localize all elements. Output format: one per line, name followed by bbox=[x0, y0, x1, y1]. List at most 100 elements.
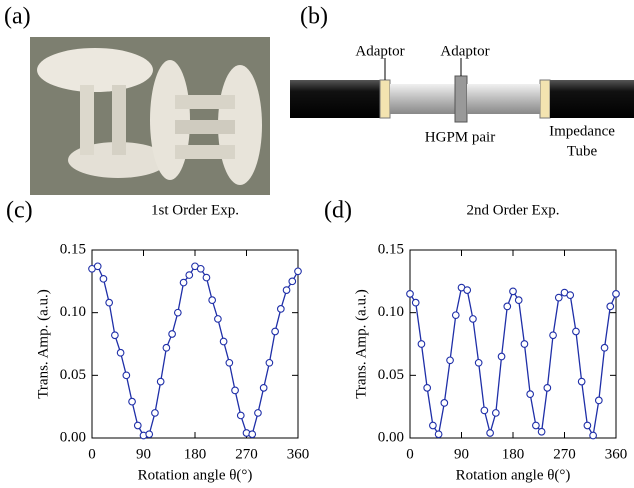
chart-title: 2nd Order Exp. bbox=[467, 202, 560, 218]
chart-title: 1st Order Exp. bbox=[151, 202, 239, 218]
data-point bbox=[486, 429, 494, 437]
data-point bbox=[491, 409, 500, 417]
y-tick-label: 0.00 bbox=[60, 429, 86, 445]
data-point bbox=[549, 331, 557, 340]
data-point bbox=[282, 286, 291, 294]
series-line bbox=[409, 286, 617, 438]
x-tick-label: 270 bbox=[235, 446, 258, 462]
y-tick-label: 0.05 bbox=[60, 367, 86, 383]
data-point bbox=[520, 340, 529, 348]
data-point bbox=[271, 327, 279, 336]
data-point bbox=[128, 397, 136, 406]
data-point bbox=[214, 315, 222, 323]
y-tick-label: 0.00 bbox=[378, 429, 404, 445]
data-point bbox=[572, 327, 580, 336]
data-point bbox=[276, 305, 285, 313]
x-tick-label: 90 bbox=[136, 446, 151, 462]
data-point bbox=[208, 296, 217, 304]
x-tick-label: 180 bbox=[184, 446, 207, 462]
data-point bbox=[411, 298, 420, 307]
data-point bbox=[480, 406, 489, 415]
data-point bbox=[469, 315, 477, 323]
data-point bbox=[474, 358, 483, 367]
panel-label: (d) bbox=[324, 198, 352, 224]
data-point bbox=[497, 352, 506, 361]
diagram-label: Adaptor bbox=[440, 43, 489, 59]
data-point bbox=[133, 421, 142, 430]
data-point bbox=[196, 264, 205, 273]
data-point bbox=[463, 286, 472, 294]
data-point bbox=[594, 396, 603, 405]
data-point bbox=[265, 358, 274, 367]
y-axis-label: Trans. Amp. (a.u.) bbox=[353, 289, 369, 398]
data-point bbox=[417, 340, 426, 348]
data-point bbox=[236, 411, 245, 420]
data-point bbox=[179, 278, 188, 287]
data-point bbox=[600, 343, 609, 352]
diagram-label: Impedance bbox=[549, 123, 615, 139]
data-point bbox=[156, 377, 165, 386]
data-point bbox=[111, 331, 119, 340]
data-point bbox=[173, 308, 182, 317]
x-axis-label: Rotation angle θ(°) bbox=[456, 467, 571, 483]
data-point bbox=[225, 358, 234, 367]
data-point bbox=[168, 330, 176, 338]
data-point bbox=[151, 409, 159, 417]
data-point bbox=[612, 290, 620, 298]
data-point bbox=[122, 371, 131, 380]
data-point bbox=[566, 291, 575, 299]
y-tick-label: 0.15 bbox=[60, 241, 86, 257]
data-point bbox=[446, 356, 454, 365]
data-point bbox=[526, 390, 535, 398]
photo bbox=[30, 37, 270, 195]
plot-frame bbox=[409, 249, 617, 439]
data-point bbox=[537, 427, 546, 436]
diagram bbox=[290, 58, 634, 123]
x-tick-label: 270 bbox=[553, 446, 576, 462]
data-point bbox=[429, 421, 437, 430]
data-point bbox=[162, 343, 171, 352]
y-tick-label: 0.15 bbox=[378, 241, 404, 257]
data-point bbox=[434, 430, 443, 439]
data-point bbox=[202, 273, 211, 282]
x-tick-label: 0 bbox=[406, 446, 414, 462]
plot-frame bbox=[91, 249, 299, 439]
x-tick-label: 360 bbox=[605, 446, 628, 462]
data-point bbox=[259, 384, 268, 392]
panel-label: (a) bbox=[4, 4, 31, 30]
data-point bbox=[105, 298, 114, 307]
y-tick-label: 0.05 bbox=[378, 367, 404, 383]
data-point bbox=[406, 290, 414, 298]
data-point bbox=[543, 384, 552, 392]
y-tick-label: 0.10 bbox=[60, 304, 86, 320]
panel-label: (c) bbox=[6, 198, 33, 224]
data-point bbox=[532, 421, 540, 430]
data-point bbox=[185, 271, 194, 279]
data-point bbox=[509, 287, 517, 296]
data-point bbox=[577, 377, 586, 386]
data-point bbox=[514, 296, 523, 304]
x-tick-label: 360 bbox=[287, 446, 310, 462]
x-tick-label: 180 bbox=[502, 446, 525, 462]
data-point bbox=[606, 302, 615, 311]
data-point bbox=[288, 277, 297, 286]
y-axis-label: Trans. Amp. (a.u.) bbox=[35, 289, 51, 398]
diagram-label: Adaptor bbox=[355, 43, 404, 59]
x-tick-label: 90 bbox=[454, 446, 469, 462]
x-tick-label: 0 bbox=[88, 446, 96, 462]
data-point bbox=[583, 421, 592, 430]
data-point bbox=[99, 274, 108, 283]
data-point bbox=[116, 348, 125, 357]
data-point bbox=[294, 267, 302, 276]
data-point bbox=[231, 386, 239, 395]
data-point bbox=[451, 311, 460, 320]
data-point bbox=[219, 337, 228, 346]
panel-label: (b) bbox=[300, 4, 328, 30]
data-point bbox=[554, 293, 563, 302]
y-tick-label: 0.10 bbox=[378, 304, 404, 320]
data-point bbox=[503, 302, 512, 311]
data-point bbox=[423, 384, 432, 392]
data-point bbox=[93, 262, 102, 271]
x-axis-label: Rotation angle θ(°) bbox=[138, 467, 253, 483]
